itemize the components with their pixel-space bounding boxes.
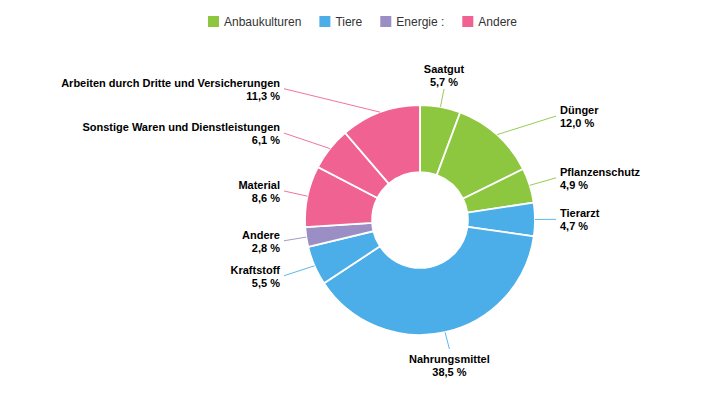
label-value: 4,7 % bbox=[560, 220, 588, 232]
legend: Anbaukulturen Tiere Energie : Andere bbox=[208, 15, 517, 29]
legend-label: Andere bbox=[478, 15, 517, 29]
label-name: Saatgut bbox=[424, 63, 465, 75]
leader-line bbox=[284, 191, 307, 196]
leader-line bbox=[535, 219, 556, 220]
label-name: Arbeiten durch Dritte und Versicherungen bbox=[61, 77, 280, 89]
label-value: 6,1 % bbox=[252, 134, 280, 146]
label-value: 5,7 % bbox=[430, 76, 458, 88]
data-label: Tierarzt4,7 % bbox=[560, 207, 600, 232]
data-label: Pflanzenschutz4,9 % bbox=[560, 166, 641, 191]
wedge bbox=[345, 105, 420, 184]
label-name: Material bbox=[238, 179, 280, 191]
leader-line bbox=[284, 133, 330, 149]
label-name: Pflanzenschutz bbox=[560, 166, 641, 178]
legend-label: Anbaukulturen bbox=[224, 15, 301, 29]
data-label: Andere2,8 % bbox=[242, 229, 280, 254]
label-name: Tierarzt bbox=[560, 207, 600, 219]
leader-line bbox=[530, 178, 556, 186]
label-value: 5,5 % bbox=[252, 277, 280, 289]
label-name: Andere bbox=[242, 229, 280, 241]
label-name: Dünger bbox=[560, 104, 599, 116]
legend-label: Tiere bbox=[335, 15, 362, 29]
data-label: Dünger12,0 % bbox=[560, 104, 599, 129]
data-label: Sonstige Waren und Dienstleistungen6,1 % bbox=[82, 121, 280, 146]
legend-swatch bbox=[380, 16, 391, 27]
data-label: Kraftstoff5,5 % bbox=[231, 264, 281, 289]
chart: Anbaukulturen Tiere Energie : Andere Saatgut… bbox=[0, 0, 725, 400]
label-value: 8,6 % bbox=[252, 192, 280, 204]
label-value: 12,0 % bbox=[560, 117, 594, 129]
leader-line bbox=[497, 116, 556, 135]
leader-line bbox=[445, 332, 449, 349]
label-value: 4,9 % bbox=[560, 179, 588, 191]
legend-swatch bbox=[208, 16, 219, 27]
leader-line bbox=[284, 89, 380, 112]
legend-swatch bbox=[462, 16, 473, 27]
wedges bbox=[305, 105, 535, 335]
leader-line bbox=[284, 266, 315, 276]
data-label: Saatgut5,7 % bbox=[424, 63, 465, 88]
chart-container: Anbaukulturen Tiere Energie : Andere Saatgut… bbox=[0, 0, 725, 400]
label-value: 2,8 % bbox=[252, 242, 280, 254]
label-name: Sonstige Waren und Dienstleistungen bbox=[82, 121, 280, 133]
data-label: Nahrungsmittel38,5 % bbox=[409, 353, 490, 378]
leader-line bbox=[440, 89, 444, 107]
leader-line bbox=[284, 237, 306, 241]
legend-swatch bbox=[319, 16, 330, 27]
data-label: Arbeiten durch Dritte und Versicherungen… bbox=[61, 77, 280, 102]
label-value: 38,5 % bbox=[432, 366, 466, 378]
legend-label: Energie : bbox=[396, 15, 444, 29]
label-name: Kraftstoff bbox=[231, 264, 281, 276]
label-value: 11,3 % bbox=[246, 90, 280, 102]
label-name: Nahrungsmittel bbox=[409, 353, 490, 365]
data-labels: Saatgut5,7 %Dünger12,0 %Pflanzenschutz4,… bbox=[61, 63, 640, 378]
data-label: Material8,6 % bbox=[238, 179, 280, 204]
